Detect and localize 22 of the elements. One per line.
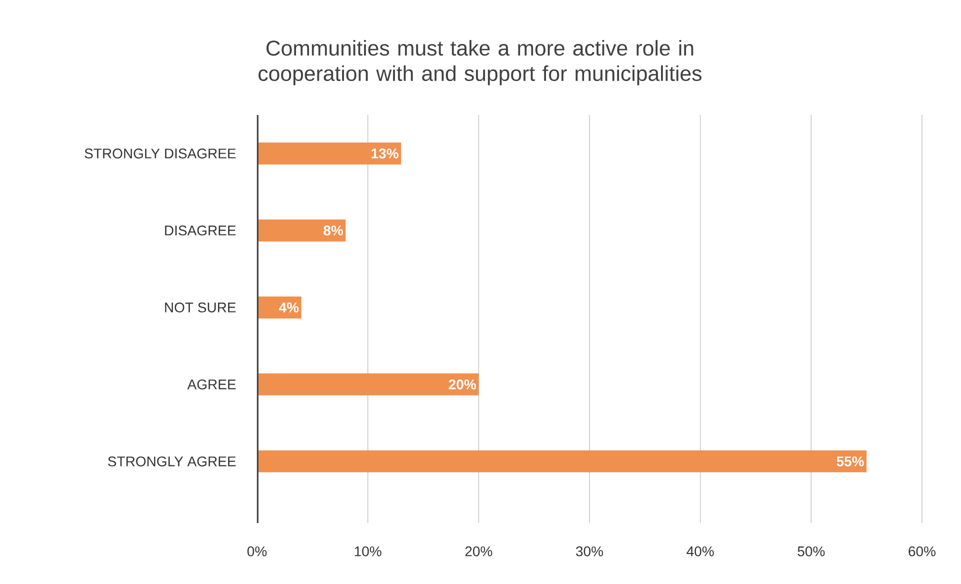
y-tick-label: AGREE [187,379,236,390]
y-tick-label: STRONGLY AGREE [108,456,236,466]
y-tick-label: DISAGREE [165,226,236,236]
x-tick-label: 60% [908,546,936,556]
x-tick-label: 40% [686,546,714,556]
data-label: 8% [324,226,344,236]
x-tick-label: 10% [354,546,382,556]
x-tick-label: 0% [247,546,267,556]
data-label: 55% [836,456,864,466]
y-tick-label: NOT SURE [165,302,236,312]
bar [257,142,402,164]
chart-title: Communities must take a more active role in cooperation with and support for municipalities [258,40,702,86]
bar [257,450,867,472]
y-tick-label: STRONGLY DISAGREE [84,148,236,158]
data-label: 20% [448,379,476,390]
x-tick-label: 50% [798,546,825,556]
x-tick-label: 20% [465,546,492,556]
x-tick-label: 30% [576,546,603,556]
bar [257,373,479,396]
data-label: 4% [279,302,299,312]
bar [257,219,346,242]
data-label: 13% [372,148,398,158]
